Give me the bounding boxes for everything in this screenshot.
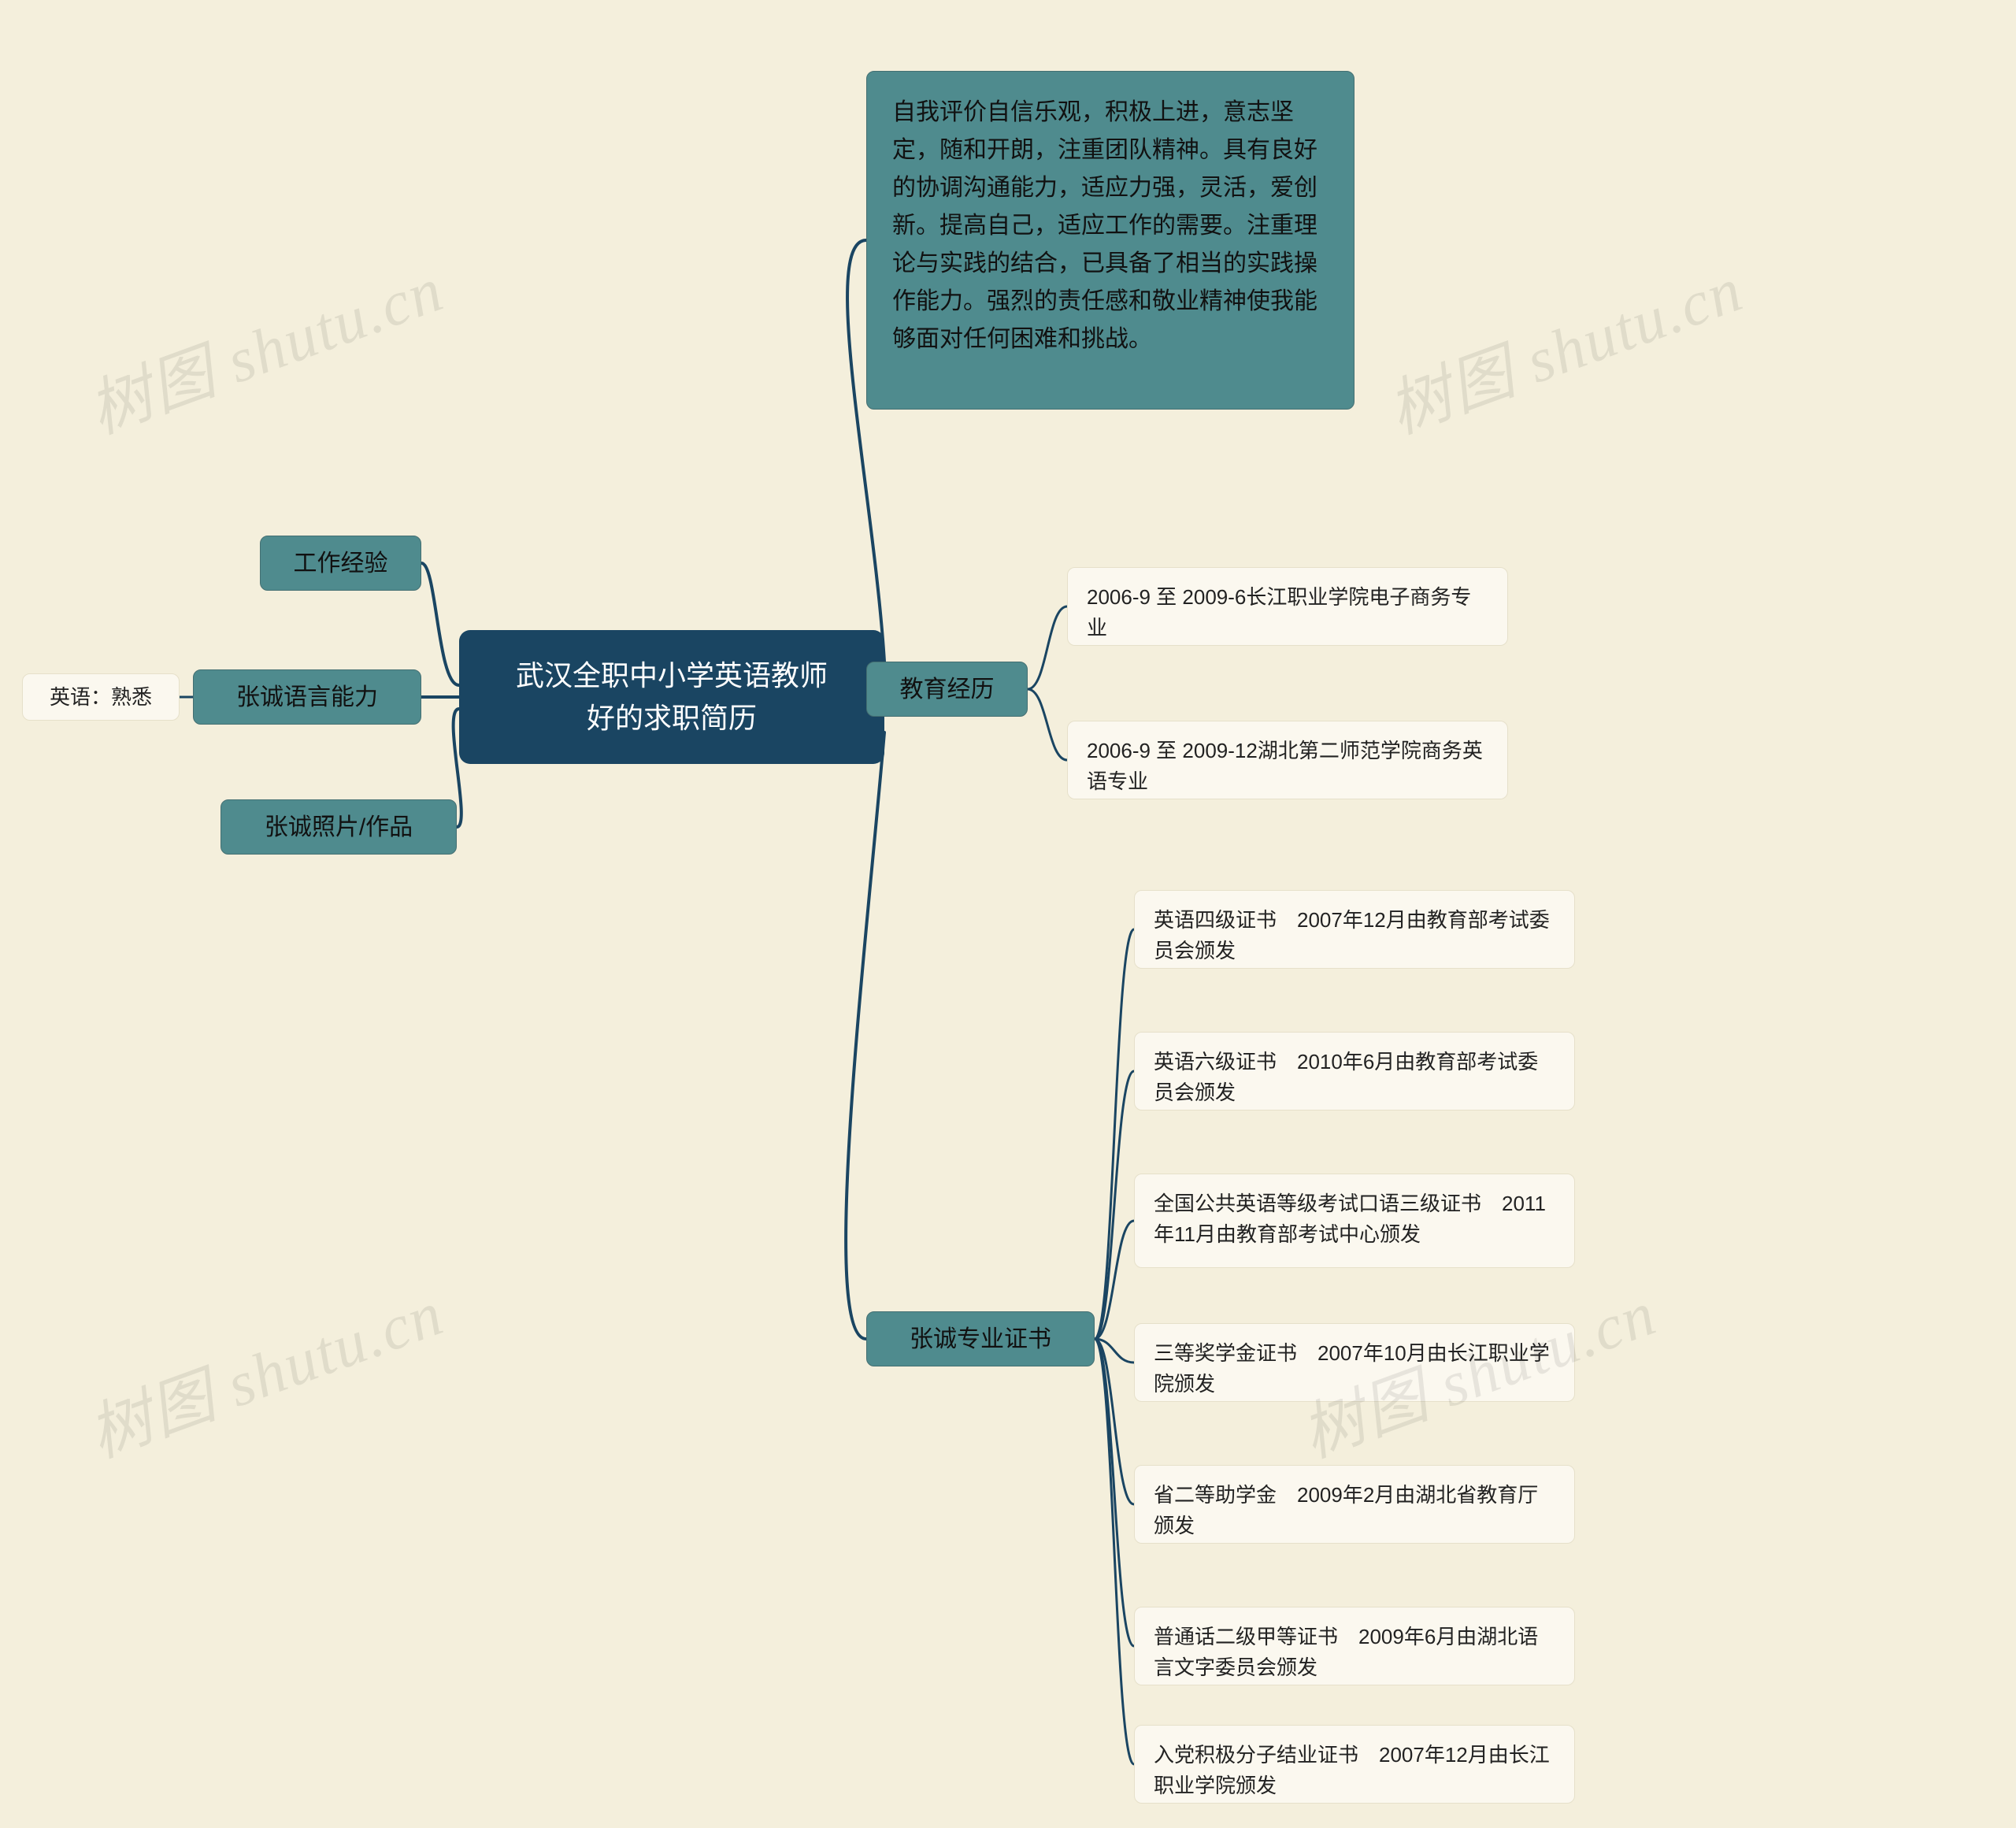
branch-photo-works[interactable]: 张诚照片/作品 [220,799,457,855]
leaf-label: 英语：熟悉 [50,682,152,713]
leaf-cert-7[interactable]: 入党积极分子结业证书 2007年12月由长江职业学院颁发 [1134,1725,1575,1804]
leaf-cert-3[interactable]: 全国公共英语等级考试口语三级证书 2011年11月由教育部考试中心颁发 [1134,1174,1575,1268]
branch-label: 张诚语言能力 [236,680,378,715]
leaf-cert-5[interactable]: 省二等助学金 2009年2月由湖北省教育厅颁发 [1134,1465,1575,1544]
leaf-cert-6[interactable]: 普通话二级甲等证书 2009年6月由湖北语言文字委员会颁发 [1134,1607,1575,1685]
self-eval-text: 自我评价自信乐观，积极上进，意志坚定，随和开朗，注重团队精神。具有良好的协调沟通… [892,94,1329,358]
root-node[interactable]: 武汉全职中小学英语教师 好的求职简历 [459,630,884,764]
branch-language-ability[interactable]: 张诚语言能力 [193,669,421,725]
leaf-text: 2006-9 至 2009-6长江职业学院电子商务专业 [1087,582,1488,643]
watermark: 树图 shutu.cn [1373,239,1753,451]
leaf-english-familiar[interactable]: 英语：熟悉 [22,673,180,721]
watermark: 树图 shutu.cn [74,239,454,451]
leaf-text: 英语六级证书 2010年6月由教育部考试委员会颁发 [1154,1047,1555,1108]
root-label: 武汉全职中小学英语教师 好的求职简历 [516,654,828,740]
branch-label: 张诚照片/作品 [265,810,413,845]
leaf-text: 三等奖学金证书 2007年10月由长江职业学院颁发 [1154,1338,1555,1400]
leaf-text: 普通话二级甲等证书 2009年6月由湖北语言文字委员会颁发 [1154,1622,1555,1683]
leaf-cert-1[interactable]: 英语四级证书 2007年12月由教育部考试委员会颁发 [1134,890,1575,969]
branch-self-evaluation[interactable]: 自我评价自信乐观，积极上进，意志坚定，随和开朗，注重团队精神。具有良好的协调沟通… [866,71,1354,410]
branch-label: 工作经验 [294,546,388,581]
branch-education[interactable]: 教育经历 [866,662,1028,717]
leaf-edu-1[interactable]: 2006-9 至 2009-6长江职业学院电子商务专业 [1067,567,1508,646]
leaf-cert-2[interactable]: 英语六级证书 2010年6月由教育部考试委员会颁发 [1134,1032,1575,1111]
leaf-text: 英语四级证书 2007年12月由教育部考试委员会颁发 [1154,905,1555,966]
branch-work-experience[interactable]: 工作经验 [260,536,421,591]
leaf-text: 2006-9 至 2009-12湖北第二师范学院商务英语专业 [1087,736,1488,797]
leaf-edu-2[interactable]: 2006-9 至 2009-12湖北第二师范学院商务英语专业 [1067,721,1508,799]
branch-label: 教育经历 [900,672,995,707]
branch-label: 张诚专业证书 [910,1322,1051,1357]
leaf-cert-4[interactable]: 三等奖学金证书 2007年10月由长江职业学院颁发 [1134,1323,1575,1402]
branch-certificates[interactable]: 张诚专业证书 [866,1311,1095,1366]
watermark: 树图 shutu.cn [74,1263,454,1475]
leaf-text: 省二等助学金 2009年2月由湖北省教育厅颁发 [1154,1480,1555,1541]
leaf-text: 全国公共英语等级考试口语三级证书 2011年11月由教育部考试中心颁发 [1154,1188,1555,1250]
leaf-text: 入党积极分子结业证书 2007年12月由长江职业学院颁发 [1154,1740,1555,1801]
